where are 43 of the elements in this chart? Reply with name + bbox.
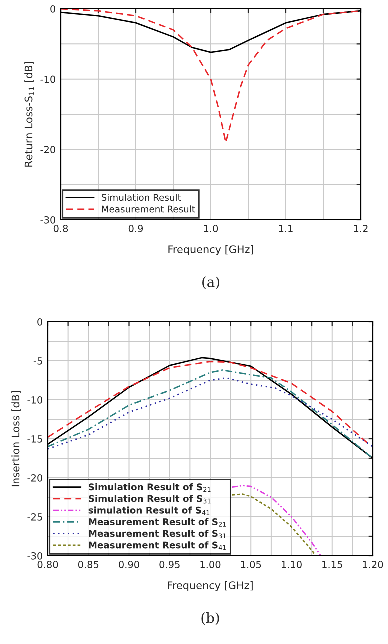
y-tick-label: 0 bbox=[38, 318, 42, 326]
x-tick-label: 1.00 bbox=[200, 561, 221, 568]
y-tick-label: -10 bbox=[40, 76, 56, 84]
y-tick-label: -20 bbox=[40, 146, 56, 154]
x-tick-label: 0.80 bbox=[38, 561, 58, 568]
y-tick-label: -25 bbox=[28, 513, 42, 521]
legend-label: Measurement Result bbox=[102, 206, 196, 213]
x-tick-label: 1.20 bbox=[363, 561, 384, 568]
y-tick-label: -15 bbox=[28, 436, 42, 443]
line-series bbox=[48, 361, 370, 446]
x-tick-label: 1.15 bbox=[322, 561, 342, 568]
line-series bbox=[48, 377, 373, 450]
x-tick-label: 0.90 bbox=[119, 561, 140, 568]
y-tick-label: -10 bbox=[28, 396, 42, 404]
y-axis-title: Return Loss-S$_{11}$ [dB] bbox=[24, 62, 34, 167]
y-tick-label: -5 bbox=[34, 358, 42, 365]
line-series bbox=[232, 485, 322, 556]
legend-label: Measurement Result of S$_{21}$ bbox=[89, 518, 226, 527]
x-tick-label: 1.0 bbox=[204, 225, 218, 232]
x-tick-label: 0.8 bbox=[54, 225, 68, 232]
y-tick-label: 0 bbox=[50, 5, 56, 13]
legend-label: Measurement Result of S$_{41}$ bbox=[89, 542, 226, 550]
legend-label: Simulation Result of S$_{21}$ bbox=[88, 484, 211, 492]
x-tick-label: 1.2 bbox=[354, 225, 368, 232]
legend-label: simulation Result of S$_{41}$ bbox=[88, 506, 210, 516]
x-axis-title: Frequency [GHz] bbox=[168, 245, 254, 256]
x-tick-label: 1.10 bbox=[282, 561, 302, 568]
y-tick-label: -30 bbox=[28, 552, 42, 560]
legend-label: Simulation Result bbox=[102, 194, 182, 202]
y-tick-label: -20 bbox=[28, 474, 42, 482]
line-series bbox=[232, 494, 317, 556]
text: (a) bbox=[202, 276, 220, 290]
legend-label: Measurement Result of S$_{31}$ bbox=[89, 530, 226, 539]
x-tick-label: 1.1 bbox=[279, 225, 293, 232]
x-tick-label: 0.9 bbox=[128, 225, 144, 232]
x-tick-label: 1.05 bbox=[241, 561, 262, 568]
y-axis-title: Insertion Loss [dB] bbox=[12, 391, 21, 487]
x-tick-label: 0.85 bbox=[78, 561, 99, 568]
x-tick-label: 0.95 bbox=[160, 561, 180, 568]
x-axis-title: Frequency [GHz] bbox=[168, 581, 253, 592]
y-tick-label: -30 bbox=[40, 216, 56, 224]
text: (b) bbox=[202, 612, 220, 626]
legend-label: Simulation Result of S$_{31}$ bbox=[88, 495, 211, 504]
